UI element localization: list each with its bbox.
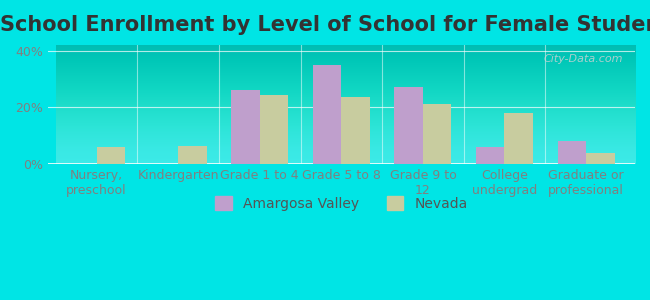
Bar [97,147,125,164]
Bar [178,146,207,164]
Bar [341,98,370,164]
Bar [313,65,341,164]
Legend: Amargosa Valley, Nevada: Amargosa Valley, Nevada [215,196,468,211]
Text: City-Data.com: City-Data.com [544,54,623,64]
Title: School Enrollment by Level of School for Female Students: School Enrollment by Level of School for… [0,15,650,35]
Bar [423,104,452,164]
Bar [586,153,615,164]
Bar [395,87,423,164]
Bar [260,94,289,164]
Bar [231,90,260,164]
Bar [558,141,586,164]
Bar [476,147,504,164]
Bar [504,113,533,164]
